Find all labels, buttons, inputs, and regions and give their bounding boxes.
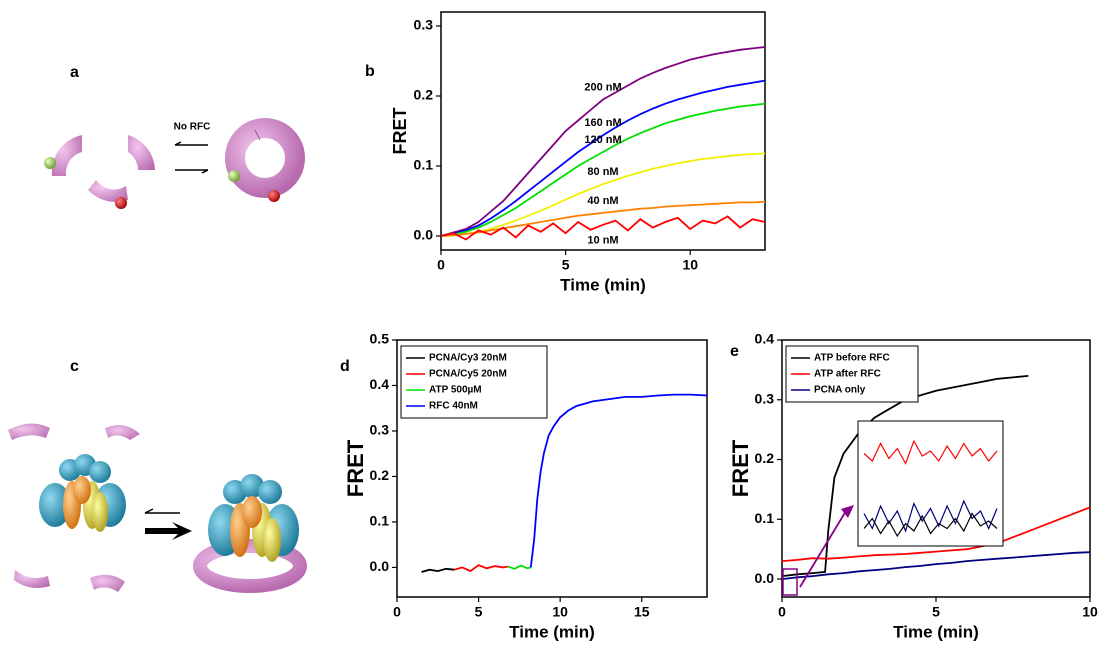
y-tick-label: 0.0 (755, 570, 775, 586)
y-axis-title: FRET (390, 108, 410, 155)
data-line (440, 200, 766, 237)
rfc-complex (39, 454, 126, 532)
y-tick-label: 0.2 (414, 87, 434, 103)
y-tick-label: 0.3 (414, 17, 434, 33)
equilibrium-arrow (174, 141, 209, 174)
legend-label: PCNA/Cy5 20nM (429, 369, 507, 380)
x-axis-title: Time (min) (893, 622, 979, 641)
fluorophore (228, 170, 240, 182)
annotation: No RFC (174, 122, 211, 133)
panel-label: b (365, 63, 375, 80)
data-line (453, 564, 509, 573)
pcna-fragment (14, 570, 50, 588)
data-line (440, 152, 766, 237)
diagram-a: a No RFC (44, 64, 305, 209)
data-line (781, 506, 1091, 562)
legend-label: PCNA/Cy3 20nM (429, 353, 507, 364)
y-tick-label: 0.5 (370, 331, 390, 347)
fluorophore (115, 197, 127, 209)
x-tick-label: 0 (393, 604, 401, 620)
charts: b Time (min) FRET 0 5 10 0.0 0.1 0.2 0.3 200 nM 160… (340, 11, 1098, 641)
pcna-fragment (105, 425, 140, 440)
pcna-fragment (90, 574, 125, 592)
inset-frame (857, 420, 1004, 547)
panel-label: d (340, 358, 350, 375)
zoom-region (782, 568, 798, 596)
legend-box (400, 345, 548, 419)
y-tick-label: 0.0 (414, 227, 434, 243)
x-tick-label: 0 (437, 257, 445, 273)
ring-seam (254, 129, 261, 141)
series-label: 120 nM (584, 134, 621, 146)
pcna-fragment (8, 423, 50, 440)
y-tick-label: 0.2 (755, 450, 775, 466)
y-tick-label: 0.3 (755, 390, 775, 406)
plot-frame (440, 11, 766, 251)
series-label: 80 nM (587, 166, 618, 178)
zoom-arrow (799, 510, 847, 588)
plot-frame (396, 339, 708, 598)
x-tick-label: 10 (682, 257, 698, 273)
x-tick-label: 5 (562, 257, 570, 273)
x-tick-label: 15 (634, 604, 650, 620)
pcna-fragment (128, 135, 155, 170)
y-tick-label: 0.1 (414, 157, 434, 173)
panel-label: a (70, 64, 79, 81)
series-label: 160 nM (584, 117, 621, 129)
data-line (781, 551, 1091, 580)
y-tick-label: 0.4 (370, 376, 390, 392)
equilibrium-arrow (144, 508, 180, 514)
x-tick-label: 10 (552, 604, 568, 620)
y-tick-label: 0.2 (370, 467, 390, 483)
fluorophore (44, 157, 56, 169)
y-axis-title: FRET (728, 439, 753, 497)
legend-label: ATP before RFC (814, 353, 890, 364)
x-tick-label: 5 (475, 604, 483, 620)
pcna-fragment (51, 135, 82, 176)
pcna-ring (193, 539, 307, 593)
data-line (440, 102, 766, 237)
panel-label: c (70, 358, 79, 375)
data-line (507, 564, 532, 570)
y-tick-label: 0.1 (370, 513, 390, 529)
legend-label: ATP 500µM (429, 385, 482, 396)
data-line (440, 79, 766, 237)
series-label: 40 nM (587, 195, 618, 207)
x-axis-title: Time (min) (509, 622, 595, 641)
y-tick-label: 0.0 (370, 558, 390, 574)
diagram-c: c (8, 358, 307, 593)
zoom-arrowhead (841, 505, 854, 518)
x-axis-title: Time (min) (560, 275, 646, 294)
equilibrium-arrow (145, 522, 192, 540)
fluorophore (268, 190, 280, 202)
y-tick-label: 0.1 (755, 510, 775, 526)
series-label: 10 nM (587, 235, 618, 247)
legend-label: RFC 40nM (429, 401, 478, 412)
x-tick-label: 10 (1082, 604, 1098, 620)
y-tick-label: 0.4 (755, 331, 775, 347)
rfc-complex (208, 474, 299, 562)
data-line (440, 46, 766, 237)
series-label: 200 nM (584, 81, 621, 93)
data-line (421, 567, 455, 573)
panel-label: e (730, 343, 739, 360)
y-axis-title: FRET (343, 439, 368, 497)
data-line (529, 393, 708, 568)
legend-label: ATP after RFC (814, 369, 881, 380)
pcna-ring (225, 118, 305, 198)
inset-line (863, 439, 998, 465)
pcna-fragment (88, 180, 128, 203)
y-tick-label: 0.3 (370, 422, 390, 438)
data-line (440, 215, 766, 241)
legend-label: PCNA only (814, 385, 866, 396)
inset-line (863, 512, 998, 538)
inset-line (863, 499, 998, 533)
x-tick-label: 0 (778, 604, 786, 620)
x-tick-label: 5 (932, 604, 940, 620)
